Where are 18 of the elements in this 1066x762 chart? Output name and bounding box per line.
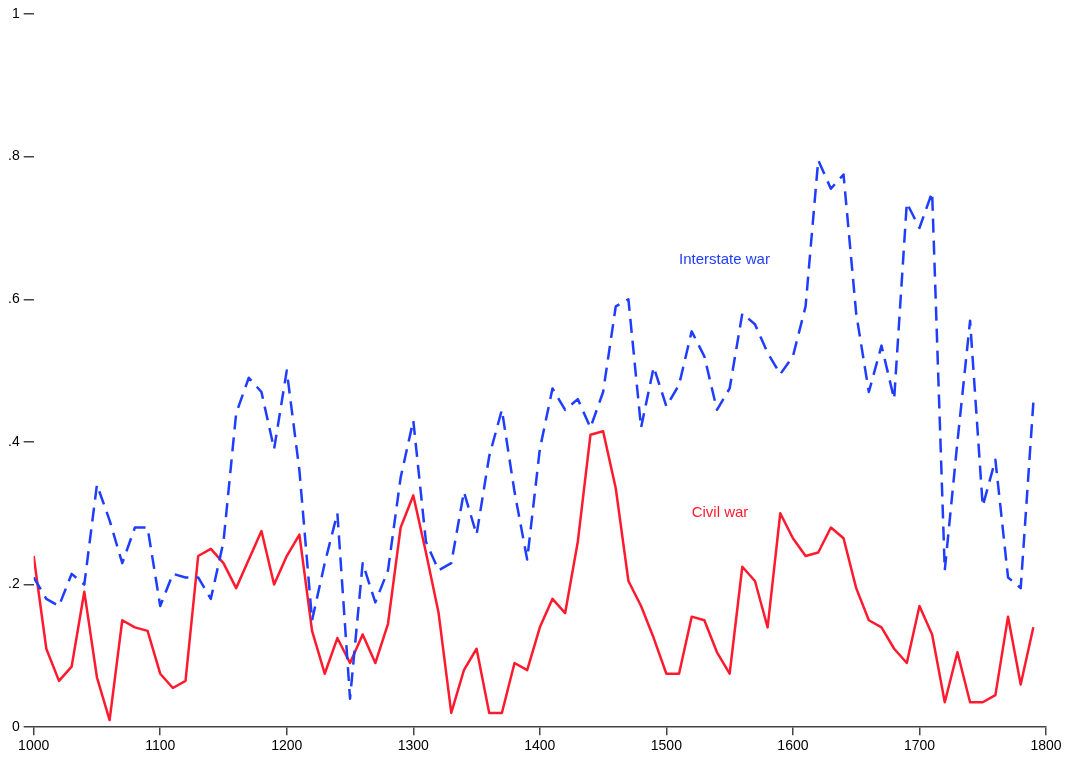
y-tick-label: .8 — [7, 147, 20, 164]
x-tick-label: 1000 — [18, 737, 50, 754]
text: Interstate war — [679, 250, 770, 268]
x-tick-label: 1600 — [777, 737, 809, 754]
y-tick-label: .4 — [7, 432, 20, 449]
y-tick-label: 0 — [11, 718, 20, 735]
x-tick-label: 1200 — [271, 737, 303, 754]
y-tick-label: 1 — [11, 4, 20, 21]
x-tick-label: 1800 — [1030, 737, 1062, 754]
x-tick-label: 1400 — [524, 737, 556, 754]
x-tick-label: 1500 — [650, 737, 683, 754]
y-tick-label: .6 — [7, 290, 20, 307]
text: Civil war — [691, 503, 749, 521]
y-tick-label: .2 — [7, 575, 20, 592]
x-tick-label: 1300 — [397, 737, 430, 754]
x-tick-label: 1100 — [145, 737, 176, 754]
x-tick-label: 1700 — [903, 737, 936, 754]
line-series — [33, 158, 1035, 700]
